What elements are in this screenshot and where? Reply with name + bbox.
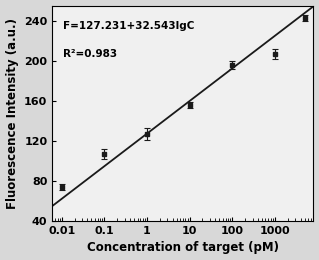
Text: R²=0.983: R²=0.983	[63, 49, 117, 59]
Y-axis label: Fluorescence Intensity (a.u.): Fluorescence Intensity (a.u.)	[5, 18, 19, 209]
Text: F=127.231+32.543lgC: F=127.231+32.543lgC	[63, 21, 194, 31]
X-axis label: Concentration of target (pM): Concentration of target (pM)	[87, 242, 279, 255]
